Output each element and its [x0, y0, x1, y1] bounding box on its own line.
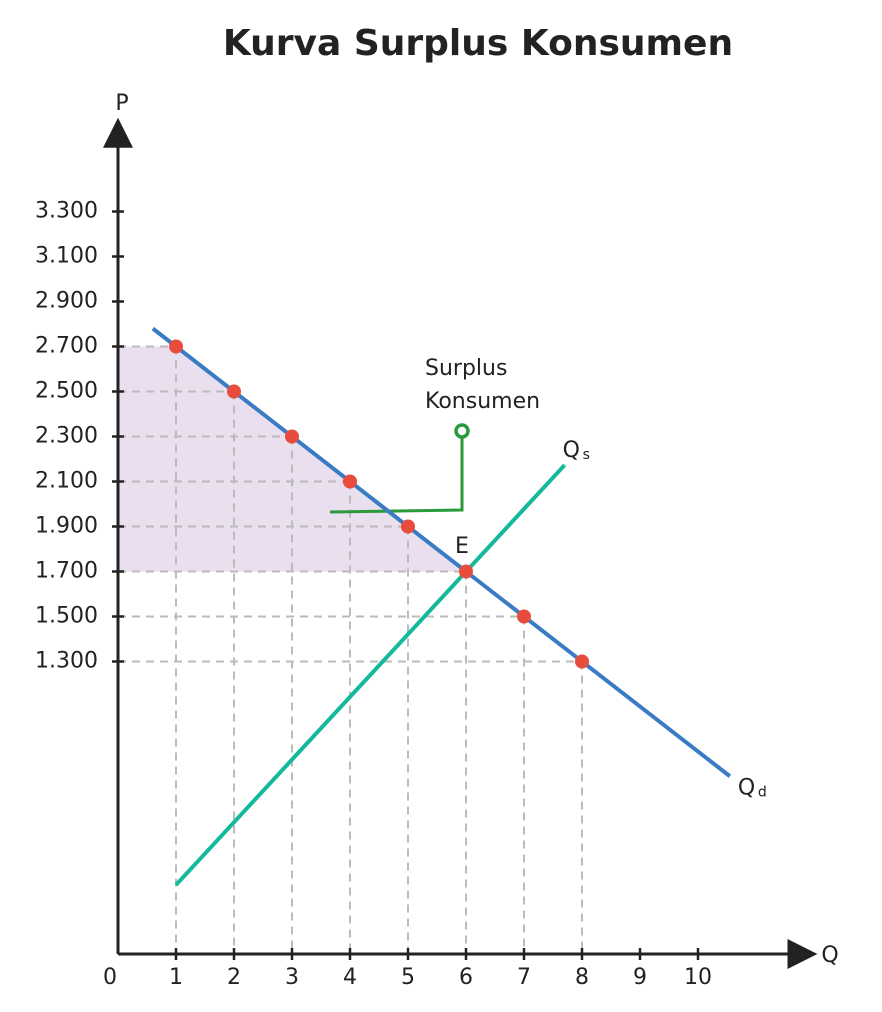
point: [401, 519, 415, 534]
x-axis-label: Q: [821, 943, 838, 968]
equilibrium-label: E: [455, 534, 469, 559]
x-tick-label: 6: [459, 965, 473, 990]
y-tick-label: 2.900: [35, 289, 98, 314]
x-tick-label: 3: [285, 965, 299, 990]
x-tick-label: 8: [575, 965, 589, 990]
y-tick-label: 2.100: [35, 469, 98, 494]
x-tick-label: 5: [401, 965, 415, 990]
point: [169, 339, 183, 354]
y-axis-label: P: [115, 91, 128, 116]
x-tick-label: 7: [517, 965, 531, 990]
point: [227, 384, 241, 399]
y-tick-label: 3.300: [35, 199, 98, 224]
x-tick-label: 0: [103, 965, 117, 990]
series-line: [151, 326, 732, 778]
series-label: Q: [738, 775, 755, 800]
y-tick-label: 1.300: [35, 649, 98, 674]
series-label-sub: d: [758, 784, 767, 800]
point: [459, 564, 473, 579]
series-label: Q: [563, 438, 580, 463]
y-tick-label: 1.700: [35, 559, 98, 584]
y-tick-label: 2.700: [35, 334, 98, 359]
annotation: Konsumen: [425, 389, 540, 414]
x-tick-label: 1: [169, 965, 183, 990]
series-line: [174, 463, 567, 887]
chart-title: Kurva Surplus Konsumen: [223, 23, 733, 64]
callout-line: [329, 437, 464, 514]
point: [517, 609, 531, 624]
y-tick-label: 1.900: [35, 514, 98, 539]
series-label-sub: s: [583, 447, 590, 463]
y-tick-label: 2.300: [35, 424, 98, 449]
x-tick-label: 10: [684, 965, 712, 990]
callout-dot: [454, 423, 470, 439]
point: [343, 474, 357, 489]
point: [285, 429, 299, 444]
x-tick-label: 2: [227, 965, 241, 990]
point: [575, 654, 589, 669]
consumer-surplus-area: [118, 346, 466, 572]
y-tick-label: 3.100: [35, 244, 98, 269]
x-tick-label: 4: [343, 965, 357, 990]
x-tick-label: 9: [633, 965, 647, 990]
y-tick-label: 2.500: [35, 379, 98, 404]
annotation: Surplus: [425, 356, 507, 381]
y-tick-label: 1.500: [35, 604, 98, 629]
